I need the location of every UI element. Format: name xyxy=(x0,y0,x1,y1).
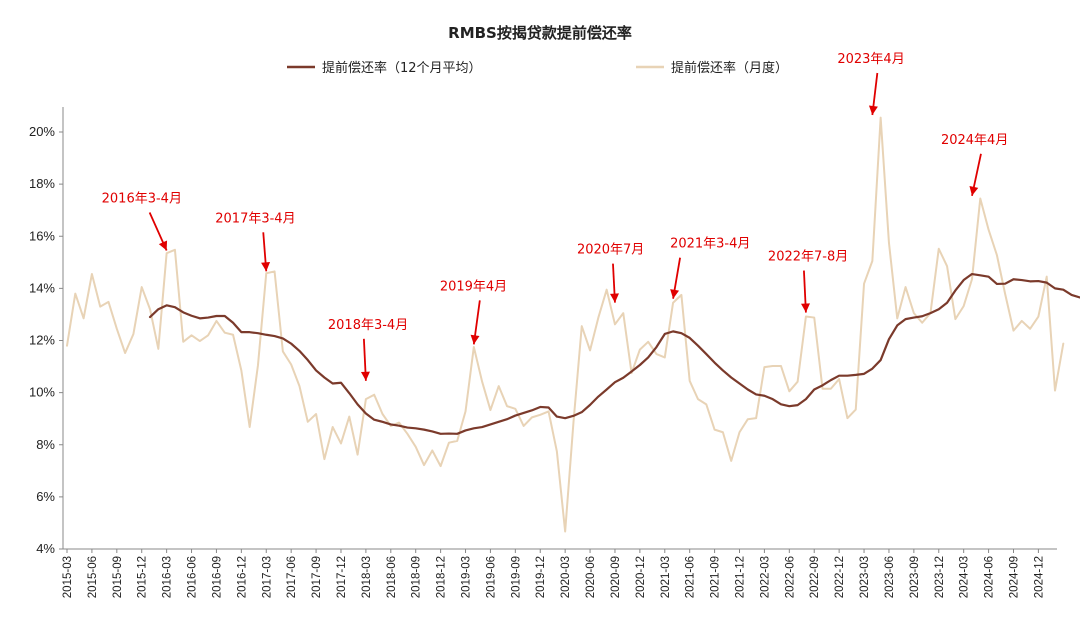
annotation-label: 2018年3-4月 xyxy=(328,318,408,333)
y-tick-label: 10% xyxy=(29,385,55,400)
x-tick-label: 2016-12 xyxy=(236,556,248,598)
chart-title: RMBS按揭贷款提前偿还率 xyxy=(448,24,632,42)
x-tick-label: 2023-09 xyxy=(909,556,921,598)
annotation-arrowhead xyxy=(801,303,810,313)
legend: 提前偿还率（12个月平均） 提前偿还率（月度） xyxy=(287,60,788,76)
annotation-label: 2020年7月 xyxy=(577,243,644,258)
x-tick-label: 2019-09 xyxy=(510,556,522,598)
legend-label-monthly: 提前偿还率（月度） xyxy=(671,60,788,76)
annotation-label: 2021年3-4月 xyxy=(670,237,750,252)
annotation-arrowhead xyxy=(470,334,480,345)
x-tick-label: 2018-12 xyxy=(436,556,448,598)
x-tick-label: 2021-03 xyxy=(660,556,672,598)
y-tick-label: 8% xyxy=(36,437,55,452)
x-tick-label: 2018-03 xyxy=(361,556,373,598)
x-tick-label: 2019-12 xyxy=(535,556,547,598)
annotation-label: 2016年3-4月 xyxy=(102,191,182,206)
annotation-layer: 2016年3-4月 2017年3-4月 2018年3-4月 2019年4月 2020年7… xyxy=(102,52,1008,381)
annotation-arrowhead xyxy=(261,262,271,272)
x-tick-label: 2016-06 xyxy=(187,556,199,598)
x-tick-label: 2018-09 xyxy=(411,556,423,598)
x-tick-label: 2019-06 xyxy=(485,556,497,598)
x-tick-label: 2017-03 xyxy=(261,556,273,598)
x-tick-label: 2023-06 xyxy=(884,556,896,598)
x-tick-label: 2024-06 xyxy=(984,556,996,598)
annotation-arrowhead xyxy=(158,240,168,251)
axes: 4% 6% 8% 10% 12% 14% 16% 18% 20% 2015-03 2015-06 20… xyxy=(29,107,1057,598)
annotation-label: 2023年4月 xyxy=(837,52,904,67)
x-tick-label: 2015-03 xyxy=(62,556,74,598)
x-tick-label: 2015-06 xyxy=(87,556,99,598)
y-tick-label: 6% xyxy=(36,489,55,504)
x-tick-label: 2020-06 xyxy=(585,556,597,598)
x-tick-label: 2016-09 xyxy=(211,556,223,598)
x-tick-label: 2021-12 xyxy=(735,556,747,598)
annotation-label: 2024年4月 xyxy=(941,133,1008,148)
series-line-12m-avg xyxy=(148,272,1080,435)
x-tick-label: 2023-03 xyxy=(859,556,871,598)
x-tick-label: 2020-03 xyxy=(560,556,572,598)
x-tick-label: 2021-09 xyxy=(710,556,722,598)
x-tick-label: 2017-06 xyxy=(286,556,298,598)
y-tick-label: 14% xyxy=(29,280,55,295)
series-line-monthly xyxy=(66,116,1065,533)
y-tick-label: 20% xyxy=(29,124,55,139)
annotation-label: 2022年7-8月 xyxy=(768,250,848,265)
annotation-arrowhead xyxy=(670,289,680,299)
y-tick-label: 16% xyxy=(29,228,55,243)
annotation-arrowhead xyxy=(868,105,878,115)
x-tick-label: 2019-03 xyxy=(461,556,473,598)
y-tick-label: 18% xyxy=(29,176,55,191)
x-tick-label: 2020-09 xyxy=(610,556,622,598)
x-tick-label: 2024-09 xyxy=(1008,556,1020,598)
annotation-label: 2019年4月 xyxy=(440,279,507,294)
x-tick-label: 2017-09 xyxy=(311,556,323,598)
x-tick-label: 2024-03 xyxy=(959,556,971,598)
x-tick-label: 2023-12 xyxy=(934,556,946,598)
x-tick-label: 2022-12 xyxy=(834,556,846,598)
annotation-arrowhead xyxy=(360,371,370,381)
x-tick-label: 2024-12 xyxy=(1033,556,1045,598)
x-tick-label: 2015-12 xyxy=(137,556,149,598)
legend-label-avg: 提前偿还率（12个月平均） xyxy=(322,60,482,76)
x-tick-label: 2022-06 xyxy=(784,556,796,598)
y-tick-label: 4% xyxy=(36,541,55,556)
x-tick-label: 2016-03 xyxy=(162,556,174,598)
x-tick-label: 2020-12 xyxy=(635,556,647,598)
annotation-label: 2017年3-4月 xyxy=(215,211,295,226)
annotation-arrowhead xyxy=(969,186,979,196)
x-tick-label: 2021-06 xyxy=(685,556,697,598)
x-tick-label: 2022-03 xyxy=(759,556,771,598)
x-tick-label: 2017-12 xyxy=(336,556,348,598)
annotation-arrowhead xyxy=(610,293,619,303)
y-tick-label: 12% xyxy=(29,333,55,348)
x-tick-label: 2022-09 xyxy=(809,556,821,598)
series-layer xyxy=(66,116,1080,533)
x-tick-label: 2015-09 xyxy=(112,556,124,598)
x-tick-label: 2018-06 xyxy=(386,556,398,598)
